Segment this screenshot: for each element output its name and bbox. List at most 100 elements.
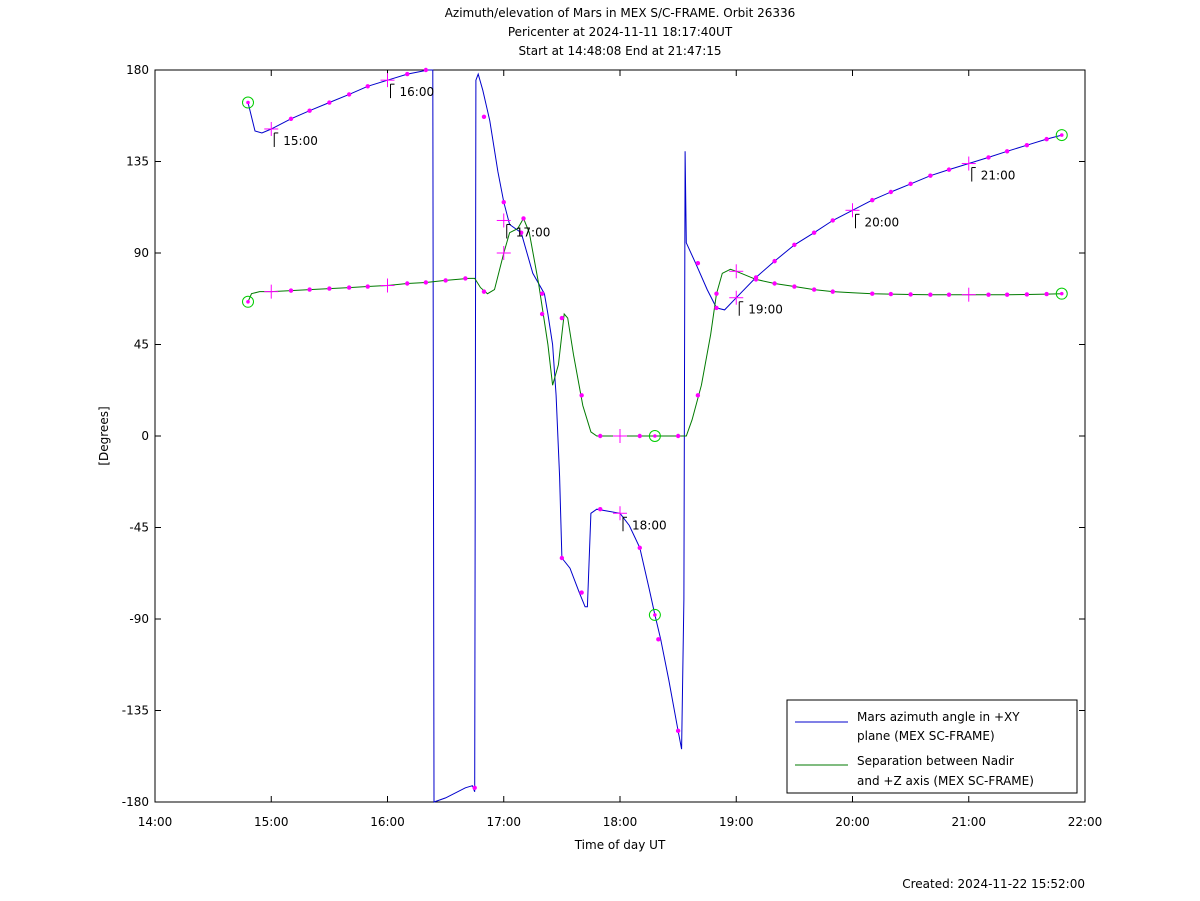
marker-dot bbox=[365, 84, 370, 89]
legend-label-separation-line2: and +Z axis (MEX SC-FRAME) bbox=[857, 774, 1034, 788]
marker-dot bbox=[772, 258, 777, 264]
marker-dot bbox=[579, 393, 584, 398]
event-circle-dot bbox=[246, 300, 250, 304]
marker-dot bbox=[675, 728, 681, 734]
marker-dot bbox=[986, 155, 991, 160]
y-tick-label: -90 bbox=[129, 612, 149, 626]
x-tick-label: 17:00 bbox=[486, 815, 521, 829]
marker-dot bbox=[539, 291, 545, 296]
created-timestamp: Created: 2024-11-22 15:52:00 bbox=[902, 877, 1085, 891]
x-axis-label: Time of day UT bbox=[574, 838, 666, 852]
legend: Mars azimuth angle in +XY plane (MEX SC-… bbox=[786, 699, 1078, 794]
y-tick-label: -45 bbox=[129, 521, 149, 535]
marker-dot bbox=[753, 277, 759, 282]
marker-dot bbox=[695, 260, 701, 266]
y-tick-label: -135 bbox=[122, 704, 149, 718]
marker-dot bbox=[288, 288, 294, 293]
marker-dot bbox=[870, 291, 875, 296]
event-circle-dot bbox=[1059, 133, 1064, 137]
marker-dot bbox=[928, 173, 933, 178]
marker-dot bbox=[830, 289, 835, 294]
x-tick-label: 15:00 bbox=[254, 815, 289, 829]
marker-dot bbox=[501, 199, 506, 205]
marker-dot bbox=[405, 71, 410, 77]
hour-label: 18:00 bbox=[632, 518, 667, 532]
y-tick-label: 135 bbox=[126, 155, 149, 169]
marker-dot bbox=[811, 287, 817, 292]
marker-dot bbox=[946, 167, 952, 172]
marker-dot bbox=[986, 292, 991, 297]
marker-dot bbox=[307, 287, 312, 292]
event-circle-dot bbox=[653, 434, 657, 438]
marker-dot bbox=[1004, 149, 1010, 154]
y-tick-label: 45 bbox=[134, 338, 149, 352]
marker-dot bbox=[346, 92, 352, 97]
axes: 14:00 15:00 16:00 17:00 18:00 19:00 20:00 21:00… bbox=[122, 63, 1103, 829]
marker-dot bbox=[870, 197, 875, 203]
marker-dot bbox=[908, 292, 913, 297]
marker-dot bbox=[481, 289, 487, 294]
marker-dot bbox=[656, 637, 661, 642]
y-tick-label: 90 bbox=[134, 246, 149, 260]
marker-dot bbox=[1004, 292, 1010, 297]
event-circle bbox=[1055, 287, 1068, 300]
marker-dot bbox=[579, 590, 584, 595]
marker-dot bbox=[1044, 136, 1049, 142]
marker-dot bbox=[365, 284, 370, 289]
x-tick-label: 20:00 bbox=[835, 815, 870, 829]
x-tick-label: 18:00 bbox=[603, 815, 638, 829]
chart-subtitle-start-end: Start at 14:48:08 End at 21:47:15 bbox=[518, 44, 721, 58]
marker-dot bbox=[888, 291, 894, 297]
event-circle-dot bbox=[653, 613, 657, 617]
marker-dot bbox=[695, 393, 701, 398]
marker-dot bbox=[405, 281, 410, 286]
event-circle-dot bbox=[1059, 291, 1064, 296]
marker-dot bbox=[928, 292, 933, 297]
marker-dot bbox=[792, 242, 797, 248]
chart-title: Azimuth/elevation of Mars in MEX S/C-FRA… bbox=[445, 6, 796, 20]
marker-dot bbox=[1024, 292, 1030, 297]
marker-dot bbox=[637, 433, 642, 439]
legend-label-azimuth-line1: Mars azimuth angle in +XY bbox=[857, 710, 1020, 724]
marker-dot bbox=[792, 284, 797, 289]
legend-label-azimuth-line2: plane (MEX SC-FRAME) bbox=[857, 729, 995, 743]
marker-dot bbox=[559, 555, 565, 561]
event-circle bbox=[242, 295, 254, 308]
marker-dot bbox=[908, 181, 913, 187]
marker-dot bbox=[463, 276, 468, 281]
x-tick-label: 21:00 bbox=[951, 815, 986, 829]
x-tick-label: 19:00 bbox=[719, 815, 754, 829]
marker-dot bbox=[423, 67, 429, 73]
marker-dot bbox=[946, 292, 952, 297]
series-lines bbox=[247, 69, 1062, 803]
marker-dot bbox=[481, 114, 487, 119]
marker-dot bbox=[714, 291, 719, 296]
legend-box bbox=[786, 699, 1078, 794]
marker-dot bbox=[637, 545, 642, 551]
marker-dot bbox=[327, 286, 332, 291]
x-tick-label: 16:00 bbox=[370, 815, 405, 829]
marker-dot bbox=[307, 108, 312, 113]
marker-dot bbox=[539, 311, 545, 317]
hour-label: 15:00 bbox=[283, 134, 318, 148]
event-circle-dot bbox=[246, 100, 250, 105]
marker-dot bbox=[598, 433, 603, 439]
marker-dot bbox=[888, 189, 894, 195]
legend-label-separation-line1: Separation between Nadir bbox=[857, 754, 1014, 768]
hour-label: 19:00 bbox=[748, 303, 783, 317]
marker-dot bbox=[443, 278, 448, 283]
marker-dot bbox=[423, 280, 429, 285]
marker-dot bbox=[559, 315, 565, 321]
marker-dot bbox=[830, 218, 835, 223]
hour-label: 21:00 bbox=[981, 169, 1016, 183]
event-circle bbox=[242, 96, 254, 109]
event-circle bbox=[648, 430, 661, 442]
y-tick-label: 0 bbox=[141, 429, 149, 443]
marker-dot bbox=[521, 216, 526, 221]
marker-dot bbox=[518, 230, 524, 235]
marker-dot bbox=[598, 507, 603, 512]
marker-dot bbox=[288, 116, 294, 122]
marker-dot bbox=[675, 433, 681, 439]
y-axis-label: [Degrees] bbox=[97, 406, 111, 465]
marker-dot bbox=[1024, 143, 1030, 148]
